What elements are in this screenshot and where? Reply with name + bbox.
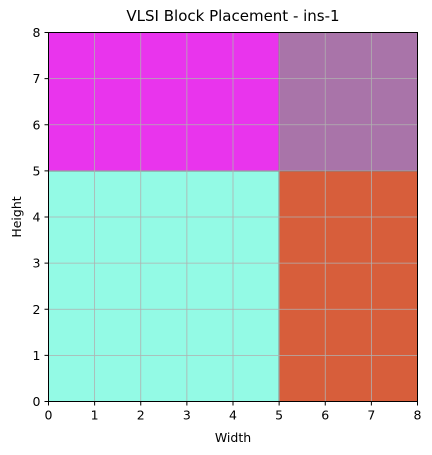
x-tick-label: 6 — [321, 408, 329, 423]
blocks-layer — [48, 32, 418, 402]
x-axis-label: Width — [215, 430, 251, 445]
y-tick-label: 7 — [33, 71, 41, 86]
x-tick-label: 0 — [45, 408, 53, 423]
x-tick-label: 1 — [91, 408, 99, 423]
block-1 — [48, 170, 280, 402]
x-tick-label: 3 — [183, 408, 191, 423]
block-2 — [278, 170, 418, 402]
y-tick-label: 8 — [33, 25, 41, 40]
y-axis-ticks: 0 1 2 3 4 5 6 7 8 — [33, 25, 49, 409]
y-tick-label: 5 — [33, 163, 41, 178]
y-tick-label: 3 — [33, 256, 41, 271]
chart-title: VLSI Block Placement - ins-1 — [126, 7, 339, 25]
y-tick-label: 6 — [33, 117, 41, 132]
x-tick-label: 7 — [367, 408, 375, 423]
x-axis-ticks: 0 1 2 3 4 5 6 7 8 — [45, 401, 422, 423]
x-tick-label: 4 — [229, 408, 237, 423]
y-tick-label: 1 — [33, 348, 41, 363]
x-tick-label: 5 — [275, 408, 283, 423]
y-axis-label: Height — [9, 196, 24, 237]
y-tick-label: 4 — [33, 210, 41, 225]
y-tick-label: 0 — [33, 394, 41, 409]
x-tick-label: 2 — [137, 408, 145, 423]
block-3 — [48, 32, 280, 172]
x-tick-label: 8 — [414, 408, 422, 423]
block-4 — [278, 32, 418, 172]
y-tick-label: 2 — [33, 302, 41, 317]
